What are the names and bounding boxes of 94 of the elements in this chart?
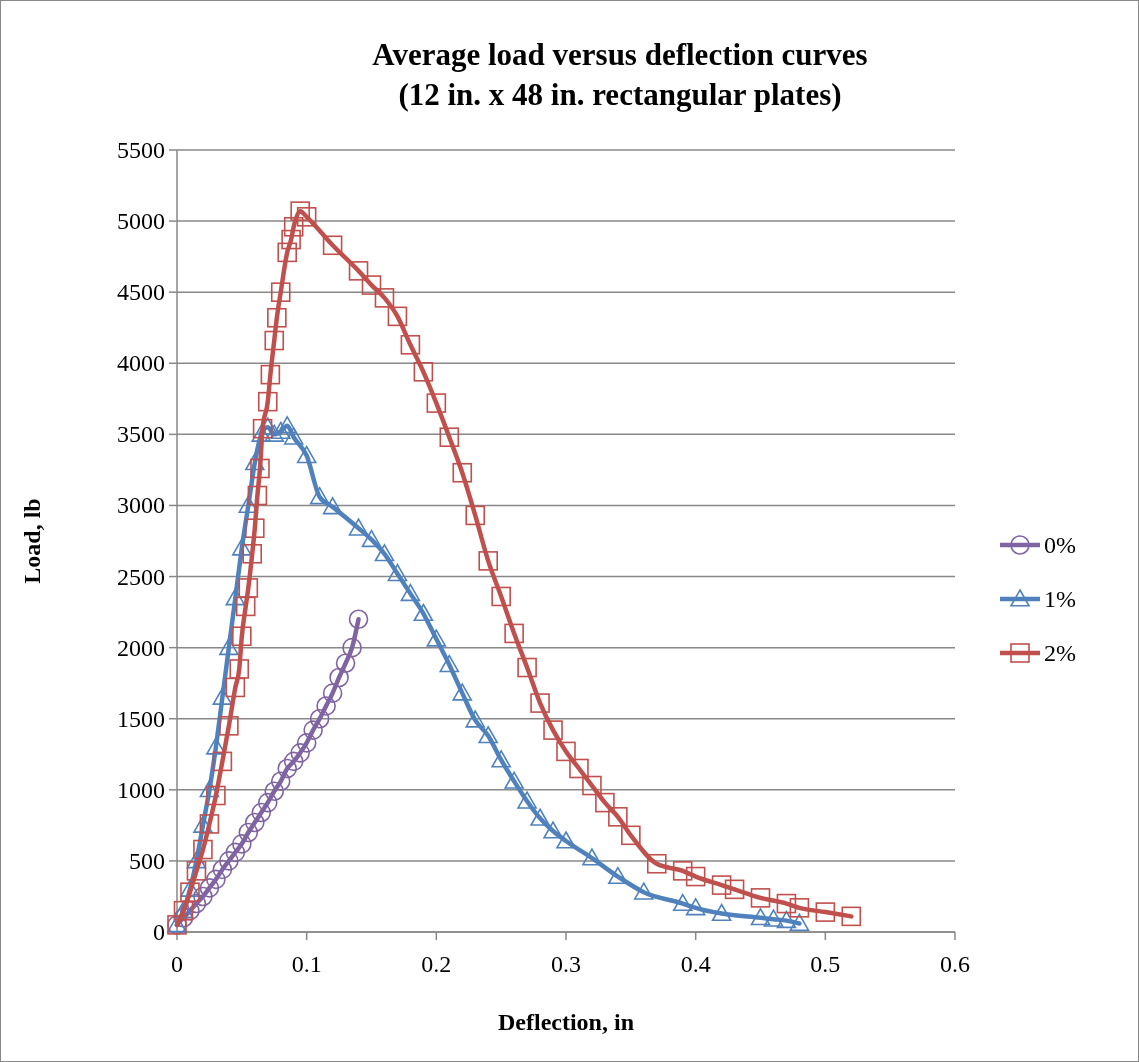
point — [232, 538, 252, 556]
point — [342, 637, 362, 658]
point — [608, 866, 628, 885]
point — [264, 781, 285, 802]
point — [212, 859, 233, 880]
point — [206, 869, 226, 890]
point — [251, 802, 272, 823]
y-tick-label: 3500 — [117, 421, 165, 448]
point — [219, 637, 239, 656]
x-tick-label: 0.1 — [291, 951, 322, 977]
point — [400, 583, 421, 602]
point — [303, 720, 323, 740]
legend-label: 1% — [1044, 586, 1076, 612]
point — [296, 733, 317, 753]
point — [245, 812, 265, 833]
point — [711, 903, 732, 922]
point — [199, 878, 220, 898]
y-tick-label: 0 — [153, 919, 165, 945]
point — [452, 683, 473, 701]
point — [270, 421, 291, 440]
point — [426, 629, 447, 647]
y-tick-label: 1500 — [117, 705, 165, 732]
point — [634, 882, 654, 900]
point — [465, 710, 486, 728]
x-axis-title: Deflection, in — [498, 1009, 634, 1035]
point — [439, 654, 460, 673]
point — [225, 588, 246, 606]
point — [180, 879, 200, 897]
x-tick-label: 0.4 — [680, 951, 711, 977]
point — [193, 886, 213, 907]
point — [556, 831, 576, 849]
point — [290, 743, 310, 763]
point — [193, 815, 213, 833]
point — [270, 771, 291, 792]
y-tick-label: 4500 — [117, 279, 165, 306]
y-tick-label: 5500 — [117, 137, 165, 163]
point — [232, 834, 252, 854]
y-tick-label: 2500 — [117, 563, 165, 590]
point — [309, 487, 330, 505]
legend-label: 2% — [1044, 640, 1076, 666]
y-tick-label: 5000 — [117, 208, 165, 235]
point — [491, 750, 511, 768]
point — [374, 544, 395, 562]
x-tick-label: 0.6 — [940, 951, 970, 977]
point — [283, 427, 304, 445]
point — [672, 893, 693, 912]
point — [245, 453, 265, 471]
point — [789, 913, 810, 932]
point — [776, 910, 797, 929]
point — [296, 445, 317, 464]
x-tick-label: 0 — [171, 951, 183, 977]
point — [413, 603, 434, 622]
point — [517, 791, 537, 809]
point — [322, 497, 343, 515]
point — [348, 518, 369, 536]
point — [543, 821, 563, 839]
point — [361, 529, 382, 548]
point — [763, 909, 784, 927]
chart-title: Average load versus deflection curves (12 in. x 48 in. rectangular plates) — [372, 37, 868, 112]
point — [322, 683, 343, 703]
point — [264, 424, 285, 442]
point — [750, 907, 771, 926]
y-tick-label: 1000 — [117, 776, 165, 803]
point — [685, 898, 706, 916]
point — [504, 771, 524, 789]
point — [335, 653, 356, 674]
point — [238, 822, 259, 843]
point — [186, 851, 207, 869]
point — [212, 687, 233, 705]
legend-label: 0% — [1044, 532, 1076, 558]
point — [277, 758, 298, 779]
point — [387, 563, 408, 582]
x-tick-label: 0.2 — [421, 951, 452, 977]
point — [277, 416, 298, 434]
point — [309, 708, 330, 729]
point — [199, 780, 220, 798]
y-tick-label: 2000 — [117, 634, 165, 661]
y-axis-title: Load, lb — [19, 498, 45, 584]
point — [478, 725, 498, 744]
y-tick-label: 3000 — [117, 492, 165, 519]
y-tick-label: 500 — [129, 847, 165, 874]
point — [329, 667, 349, 688]
point — [283, 751, 304, 772]
x-tick-label: 0.5 — [810, 951, 841, 977]
point — [582, 848, 602, 866]
point — [530, 808, 550, 826]
point — [257, 792, 278, 813]
point — [348, 609, 369, 629]
y-tick-label: 4000 — [117, 350, 165, 377]
point — [225, 842, 246, 863]
point — [316, 696, 336, 716]
point — [219, 851, 239, 871]
point — [251, 424, 272, 442]
x-tick-label: 0.3 — [551, 951, 581, 977]
